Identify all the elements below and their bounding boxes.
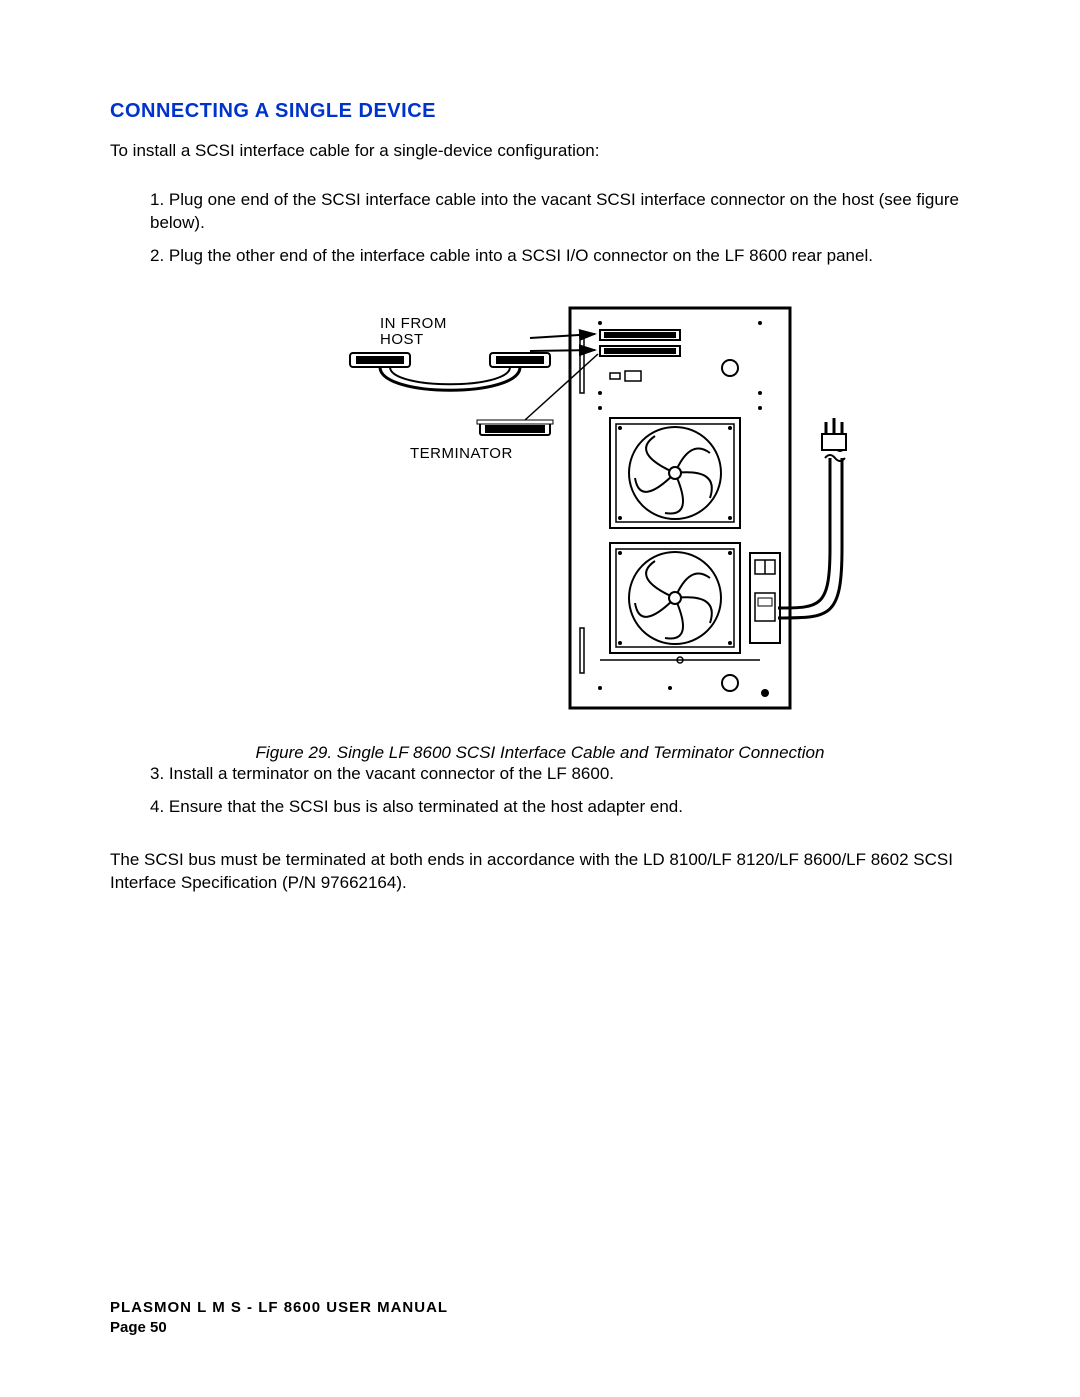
section-heading: CONNECTING A SINGLE DEVICE <box>110 100 970 123</box>
manual-page: CONNECTING A SINGLE DEVICE To install a … <box>0 0 1080 1397</box>
figure-caption: Figure 29. Single LF 8600 SCSI Interface… <box>110 743 970 763</box>
label-in-from-host-1: IN FROM <box>380 315 447 332</box>
label-in-from-host-2: HOST <box>380 331 424 348</box>
label-terminator: TERMINATOR <box>410 445 513 462</box>
scsi-connection-diagram: IN FROM HOST TERMINATOR <box>230 298 850 718</box>
steps-top-list: 1. Plug one end of the SCSI interface ca… <box>150 189 970 268</box>
list-item: 2. Plug the other end of the interface c… <box>150 245 970 268</box>
list-item: 4. Ensure that the SCSI bus is also term… <box>150 796 970 819</box>
list-item: 3. Install a terminator on the vacant co… <box>150 763 970 786</box>
footer-page-number: Page 50 <box>110 1318 448 1338</box>
intro-text: To install a SCSI interface cable for a … <box>110 141 970 161</box>
list-item: 1. Plug one end of the SCSI interface ca… <box>150 189 970 235</box>
steps-bottom-list: 3. Install a terminator on the vacant co… <box>150 763 970 819</box>
page-footer: PLASMON L M S - LF 8600 USER MANUAL Page… <box>110 1298 448 1337</box>
figure-wrapper: IN FROM HOST TERMINATOR Figure 29. Singl… <box>110 298 970 763</box>
footer-manual-title: PLASMON L M S - LF 8600 USER MANUAL <box>110 1298 448 1318</box>
closing-text: The SCSI bus must be terminated at both … <box>110 849 970 895</box>
